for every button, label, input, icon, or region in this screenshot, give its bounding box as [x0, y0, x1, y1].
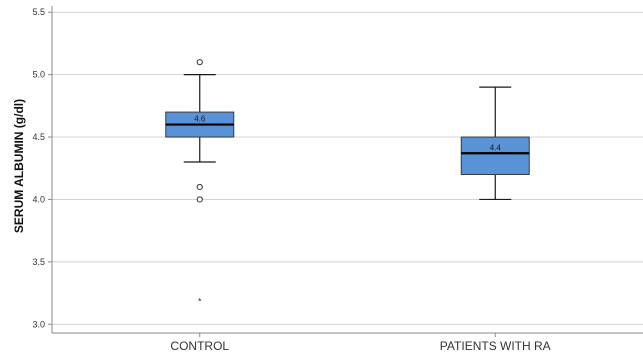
y-tick-label: 5.0 — [32, 70, 45, 80]
x-category-label: CONTROL — [170, 339, 229, 353]
median-label: 4.6 — [194, 115, 206, 124]
y-tick-label: 3.5 — [32, 257, 45, 267]
axes — [48, 6, 643, 337]
x-category-label: PATIENTS WITH RA — [440, 339, 551, 353]
outlier-point — [196, 196, 203, 203]
gridlines — [52, 11, 643, 325]
box-iqr — [460, 136, 530, 175]
boxes: * — [165, 59, 530, 306]
labels: 3.0 3.5 4.0 4.5 5.0 5.5 CONTROL 4.6 PATIENTS WIT… — [32, 7, 550, 353]
y-tick-label: 4.5 — [32, 132, 45, 142]
y-tick-label: 3.0 — [32, 319, 45, 329]
median-label: 4.4 — [490, 143, 502, 152]
y-tick-label: 5.5 — [32, 7, 45, 17]
extreme-point: * — [198, 296, 202, 306]
outlier-point — [196, 59, 203, 66]
y-axis-title: SERUM ALBUMIN (g/dl) — [12, 99, 26, 233]
outlier-point — [196, 183, 203, 191]
y-tick-label: 4.0 — [32, 194, 45, 204]
